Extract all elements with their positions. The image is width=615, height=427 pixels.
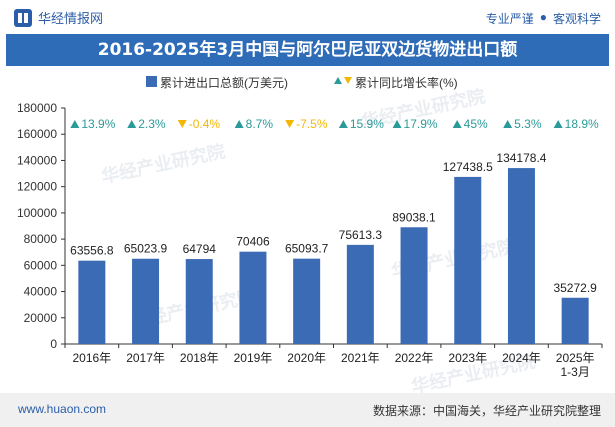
- bar: [454, 176, 482, 344]
- bar: [346, 244, 374, 344]
- growth-rate-label: 17.9%: [404, 117, 438, 131]
- growth-up-arrow-icon: [338, 120, 348, 128]
- bar-value-label: 65023.9: [124, 242, 168, 256]
- x-tick-label: 2021年: [341, 351, 380, 365]
- y-tick-label: 140000: [17, 153, 57, 167]
- top-bar: 华经情报网 专业严谨 ● 客观科学: [0, 0, 615, 34]
- bar-value-label: 35272.9: [553, 281, 597, 295]
- growth-down-arrow-icon: [285, 120, 295, 128]
- y-tick-label: 40000: [24, 285, 58, 299]
- bar-value-label: 65093.7: [285, 242, 329, 256]
- growth-rate-label: -7.5%: [296, 117, 328, 131]
- bar-value-label: 127438.5: [443, 160, 493, 174]
- bar-chart: 0 20000 40000 60000 80000 100000 120000 140000 1…: [17, 101, 603, 379]
- tagline-separator: ●: [539, 10, 547, 24]
- growth-rate-label: 5.3%: [514, 117, 542, 131]
- growth-down-arrow-icon: [177, 120, 187, 128]
- x-tick-label: 1-3月: [560, 365, 589, 379]
- x-tick-label: 2024年: [502, 351, 541, 365]
- bar-value-label: 75613.3: [339, 228, 383, 242]
- bar-value-label: 64794: [183, 242, 217, 256]
- legend: 累计进出口总额(万美元) 累计同比增长率(%): [0, 73, 615, 91]
- growth-up-arrow-icon: [503, 120, 513, 128]
- y-tick-label: 180000: [17, 101, 57, 115]
- growth-up-arrow-icon: [392, 120, 402, 128]
- growth-rate-label: 8.7%: [246, 117, 274, 131]
- bar-value-label: 134178.4: [496, 151, 546, 165]
- growth-rate-label: 13.9%: [81, 117, 115, 131]
- x-tick-label: 2018年: [180, 351, 219, 365]
- legend-growth-label: 累计同比增长率(%): [355, 76, 458, 90]
- y-tick-label: 80000: [24, 232, 58, 246]
- tagline-1: 专业严谨: [485, 12, 534, 26]
- bar-value-label: 70406: [236, 235, 270, 249]
- legend-bar-label: 累计进出口总额(万美元): [160, 76, 288, 90]
- logo-icon: [14, 8, 32, 27]
- bar: [132, 258, 160, 344]
- x-tick-label: 2019年: [234, 351, 273, 365]
- growth-up-arrow-icon: [452, 120, 462, 128]
- x-tick-label: 2022年: [395, 351, 434, 365]
- bar-value-label: 63556.8: [70, 244, 114, 258]
- x-tick-label: 2016年: [72, 351, 111, 365]
- y-tick-label: 60000: [24, 258, 58, 272]
- growth-rate-label: 15.9%: [350, 117, 384, 131]
- growth-up-arrow-icon: [70, 120, 80, 128]
- logo: 华经情报网: [14, 8, 103, 27]
- x-tick-label: 2025年: [556, 351, 595, 365]
- tagline: 专业严谨 ● 客观科学: [486, 10, 601, 27]
- growth-rate-label: -0.4%: [189, 117, 221, 131]
- logo-text: 华经情报网: [38, 11, 104, 26]
- growth-rate-label: 2.3%: [138, 117, 166, 131]
- chart-title: 2016-2025年3月中国与阿尔巴尼亚双边货物进出口额: [97, 40, 518, 60]
- growth-rate-label: 18.9%: [565, 117, 599, 131]
- legend-up-arrow-icon: [334, 77, 342, 84]
- y-tick-label: 100000: [17, 206, 57, 220]
- x-tick-label: 2023年: [448, 351, 487, 365]
- tagline-2: 客观科学: [552, 12, 601, 26]
- bar: [561, 297, 589, 344]
- x-tick-label: 2017年: [126, 351, 165, 365]
- footer-website: www.huaon.com: [18, 402, 107, 416]
- y-tick-label: 0: [50, 337, 57, 351]
- growth-up-arrow-icon: [234, 120, 244, 128]
- x-tick-label: 2020年: [287, 351, 326, 365]
- bar: [400, 227, 428, 344]
- legend-down-arrow-icon: [344, 77, 352, 84]
- title-bar: 2016-2025年3月中国与阿尔巴尼亚双边货物进出口额: [6, 34, 609, 66]
- y-tick-label: 120000: [17, 180, 57, 194]
- bar-value-label: 89038.1: [392, 210, 436, 224]
- bar: [293, 258, 321, 344]
- growth-up-arrow-icon: [553, 120, 563, 128]
- footer-source: 数据来源：中国海关，华经产业研究院整理: [372, 404, 601, 418]
- growth-rate-label: 45%: [464, 117, 488, 131]
- bar: [185, 259, 213, 344]
- y-tick-label: 160000: [17, 127, 57, 141]
- legend-bar-swatch: [146, 76, 157, 87]
- bar: [239, 251, 267, 344]
- footer: www.huaon.com 数据来源：中国海关，华经产业研究院整理: [0, 393, 615, 427]
- bar: [78, 260, 106, 344]
- y-tick-label: 20000: [24, 311, 58, 325]
- bar: [507, 168, 535, 344]
- growth-up-arrow-icon: [127, 120, 137, 128]
